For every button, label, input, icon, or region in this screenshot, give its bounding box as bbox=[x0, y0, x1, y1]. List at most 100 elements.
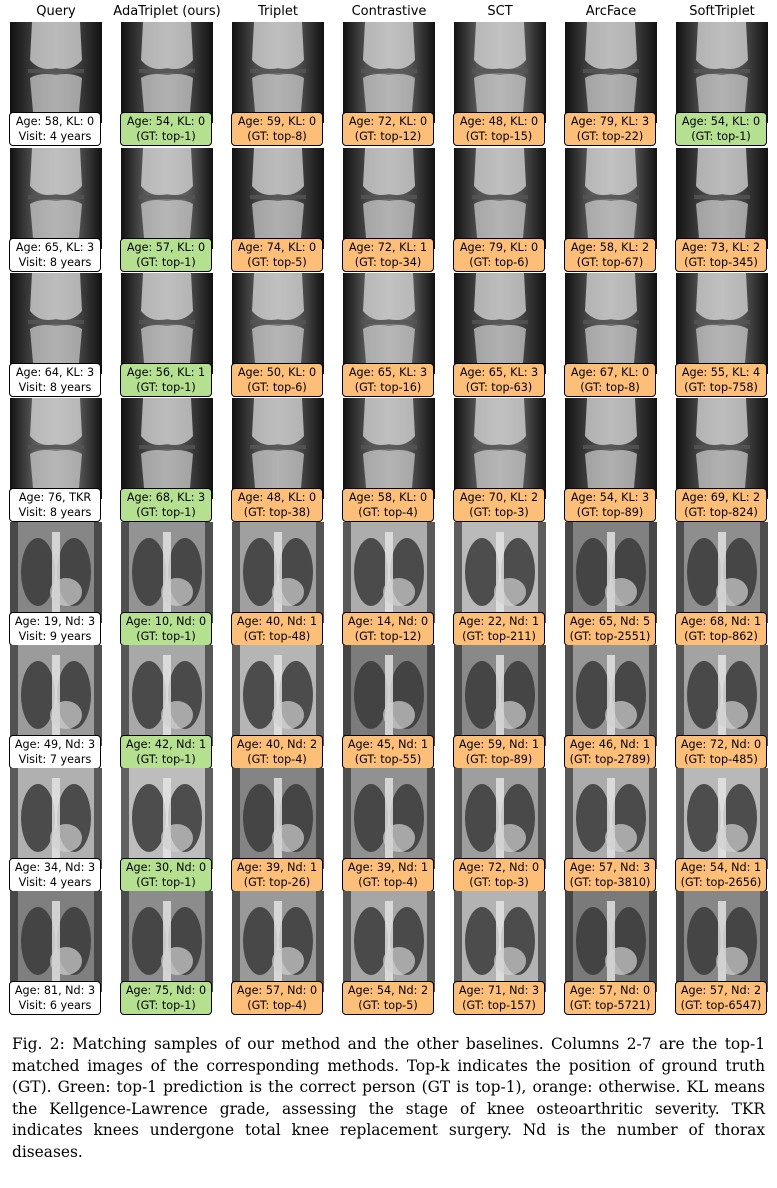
caption-label: Fig. 2: bbox=[12, 1035, 65, 1053]
chest-xray-image bbox=[676, 645, 768, 746]
chest-xray-image bbox=[10, 891, 102, 992]
label-line-1: Age: 50, KL: 0 bbox=[237, 366, 317, 379]
label-line-2: Visit: 6 years bbox=[18, 999, 92, 1012]
column-header: Contrastive bbox=[351, 4, 427, 19]
chest-xray-image bbox=[121, 645, 213, 746]
column-header: AdaTriplet (ours) bbox=[113, 4, 221, 19]
knee-xray-image bbox=[565, 398, 657, 499]
match-cell: Age: 58, KL: 2 (GT: top-67) bbox=[564, 148, 657, 274]
label-line-1: Age: 58, KL: 0 bbox=[15, 115, 95, 128]
chest-xray-image bbox=[454, 891, 546, 992]
label-line-2: (GT: top-4) bbox=[358, 506, 418, 519]
knee-xray-image bbox=[121, 398, 213, 499]
match-cell: Age: 14, Nd: 0 (GT: top-12) bbox=[342, 522, 435, 648]
label-line-2: (GT: top-824) bbox=[684, 506, 758, 519]
query-label: Age: 65, KL: 3 Visit: 8 years bbox=[9, 238, 101, 272]
incorrect-match-label: Age: 68, Nd: 1 (GT: top-862) bbox=[675, 612, 767, 646]
label-line-1: Age: 76, TKR bbox=[18, 491, 92, 504]
label-line-2: (GT: top-6547) bbox=[680, 999, 762, 1012]
knee-xray-image bbox=[343, 398, 435, 499]
label-line-1: Age: 59, Nd: 1 bbox=[458, 738, 540, 751]
match-cell: Age: 79, KL: 3 (GT: top-22) bbox=[564, 22, 657, 148]
label-line-2: (GT: top-4) bbox=[358, 876, 418, 889]
label-line-2: (GT: top-862) bbox=[684, 630, 758, 643]
chest-xray-image bbox=[10, 768, 102, 869]
chest-xray-image bbox=[10, 522, 102, 623]
incorrect-match-label: Age: 72, Nd: 0 (GT: top-485) bbox=[675, 735, 767, 769]
knee-xray-image bbox=[565, 273, 657, 374]
label-line-1: Age: 56, KL: 1 bbox=[126, 366, 206, 379]
label-line-2: Visit: 7 years bbox=[18, 753, 92, 766]
label-line-1: Age: 69, KL: 2 bbox=[681, 491, 761, 504]
incorrect-match-label: Age: 70, KL: 2 (GT: top-3) bbox=[453, 488, 545, 522]
chest-xray-image bbox=[232, 768, 324, 869]
incorrect-match-label: Age: 67, KL: 0 (GT: top-8) bbox=[564, 363, 656, 397]
label-line-1: Age: 74, KL: 0 bbox=[237, 241, 317, 254]
label-line-2: (GT: top-4) bbox=[247, 753, 307, 766]
figure-grid: Query AdaTriplet (ours) Triplet Contrastive… bbox=[9, 4, 768, 1017]
match-cell: Age: 68, KL: 3 (GT: top-1) bbox=[120, 398, 213, 524]
label-line-1: Age: 81, Nd: 3 bbox=[14, 984, 96, 997]
column-header: ArcFace bbox=[585, 4, 637, 19]
label-line-1: Age: 72, KL: 1 bbox=[348, 241, 428, 254]
query-cell: Age: 76, TKR Visit: 8 years bbox=[9, 398, 102, 524]
label-line-2: (GT: top-6) bbox=[247, 381, 307, 394]
knee-xray-image bbox=[454, 273, 546, 374]
knee-xray-image bbox=[676, 273, 768, 374]
knee-xray-image bbox=[565, 148, 657, 249]
match-cell: Age: 40, Nd: 1 (GT: top-48) bbox=[231, 522, 324, 648]
label-line-1: Age: 59, KL: 0 bbox=[237, 115, 317, 128]
label-line-2: (GT: top-1) bbox=[136, 256, 196, 269]
incorrect-match-label: Age: 72, KL: 0 (GT: top-12) bbox=[342, 112, 434, 146]
incorrect-match-label: Age: 54, Nd: 1 (GT: top-2656) bbox=[675, 858, 767, 892]
match-cell: Age: 74, KL: 0 (GT: top-5) bbox=[231, 148, 324, 274]
label-line-1: Age: 45, Nd: 1 bbox=[347, 738, 429, 751]
incorrect-match-label: Age: 22, Nd: 1 (GT: top-211) bbox=[453, 612, 545, 646]
knee-xray-image bbox=[454, 398, 546, 499]
label-line-1: Age: 73, KL: 2 bbox=[681, 241, 761, 254]
incorrect-match-label: Age: 39, Nd: 1 (GT: top-4) bbox=[342, 858, 434, 892]
label-line-2: (GT: top-12) bbox=[354, 630, 422, 643]
knee-xray-image bbox=[10, 398, 102, 499]
label-line-1: Age: 54, KL: 0 bbox=[681, 115, 761, 128]
knee-xray-image bbox=[232, 22, 324, 123]
chest-xray-image bbox=[676, 768, 768, 869]
incorrect-match-label: Age: 45, Nd: 1 (GT: top-55) bbox=[342, 735, 434, 769]
label-line-2: (GT: top-758) bbox=[684, 381, 758, 394]
knee-xray-image bbox=[10, 273, 102, 374]
label-line-1: Age: 65, Nd: 5 bbox=[569, 615, 651, 628]
match-cell: Age: 68, Nd: 1 (GT: top-862) bbox=[675, 522, 768, 648]
chest-xray-image bbox=[343, 645, 435, 746]
chest-xray-image bbox=[343, 768, 435, 869]
match-cell: Age: 57, Nd: 0 (GT: top-5721) bbox=[564, 891, 657, 1017]
match-cell: Age: 65, KL: 3 (GT: top-63) bbox=[453, 273, 546, 399]
match-cell: Age: 54, KL: 0 (GT: top-1) bbox=[675, 22, 768, 148]
knee-xray-image bbox=[10, 148, 102, 249]
match-cell: Age: 57, Nd: 0 (GT: top-4) bbox=[231, 891, 324, 1017]
incorrect-match-label: Age: 79, KL: 0 (GT: top-6) bbox=[453, 238, 545, 272]
label-line-2: (GT: top-4) bbox=[247, 999, 307, 1012]
label-line-1: Age: 39, Nd: 1 bbox=[347, 861, 429, 874]
query-cell: Age: 65, KL: 3 Visit: 8 years bbox=[9, 148, 102, 274]
knee-xray-image bbox=[454, 148, 546, 249]
incorrect-match-label: Age: 50, KL: 0 (GT: top-6) bbox=[231, 363, 323, 397]
knee-xray-image bbox=[343, 148, 435, 249]
match-cell: Age: 59, Nd: 1 (GT: top-89) bbox=[453, 645, 546, 771]
incorrect-match-label: Age: 69, KL: 2 (GT: top-824) bbox=[675, 488, 767, 522]
column-header: SoftTriplet bbox=[689, 4, 755, 19]
correct-match-label: Age: 54, KL: 0 (GT: top-1) bbox=[120, 112, 212, 146]
incorrect-match-label: Age: 57, Nd: 2 (GT: top-6547) bbox=[675, 981, 767, 1015]
match-cell: Age: 75, Nd: 0 (GT: top-1) bbox=[120, 891, 213, 1017]
chest-xray-image bbox=[343, 522, 435, 623]
match-cell: Age: 72, KL: 0 (GT: top-12) bbox=[342, 22, 435, 148]
match-cell: Age: 71, Nd: 3 (GT: top-157) bbox=[453, 891, 546, 1017]
label-line-1: Age: 42, Nd: 1 bbox=[125, 738, 207, 751]
query-label: Age: 49, Nd: 3 Visit: 7 years bbox=[9, 735, 101, 769]
label-line-2: (GT: top-38) bbox=[243, 506, 311, 519]
knee-xray-image bbox=[454, 22, 546, 123]
incorrect-match-label: Age: 54, KL: 3 (GT: top-89) bbox=[564, 488, 656, 522]
label-line-2: (GT: top-5) bbox=[358, 999, 418, 1012]
label-line-2: (GT: top-8) bbox=[247, 130, 307, 143]
label-line-1: Age: 58, KL: 2 bbox=[570, 241, 650, 254]
label-line-2: (GT: top-48) bbox=[243, 630, 311, 643]
